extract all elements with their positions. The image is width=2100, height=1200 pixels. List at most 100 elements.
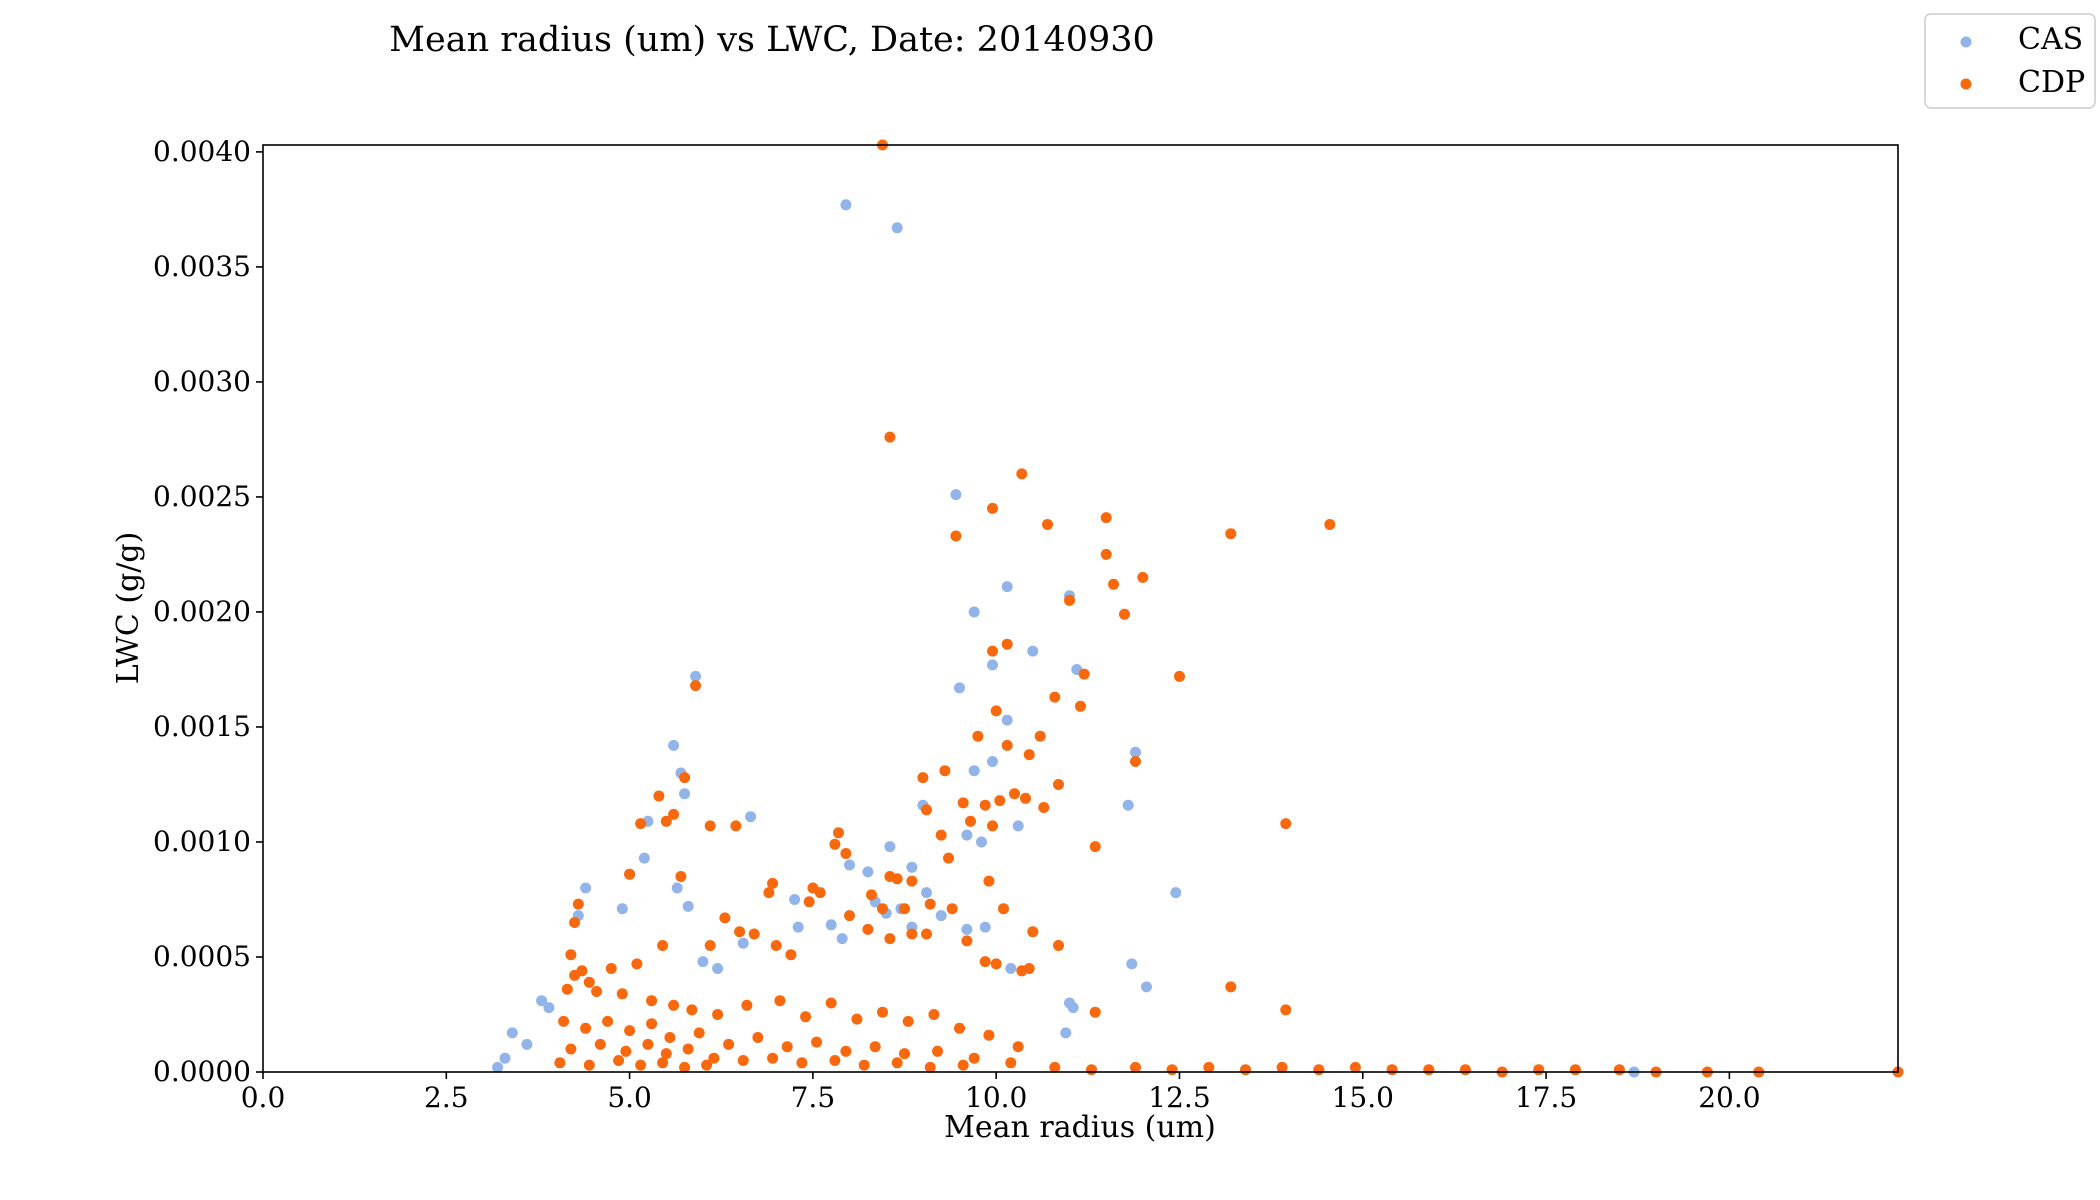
point-cdp: [1313, 1064, 1325, 1076]
point-cdp: [840, 848, 852, 859]
point-cas: [968, 606, 980, 618]
point-cdp: [704, 940, 716, 951]
point-cdp: [741, 999, 753, 1011]
point-cdp: [829, 1055, 841, 1066]
point-cdp: [1023, 749, 1035, 761]
point-cdp: [748, 928, 760, 940]
legend-marker-cas: [1960, 36, 1972, 48]
point-cdp: [869, 1041, 881, 1053]
point-cas: [906, 861, 918, 873]
point-cdp: [1280, 818, 1292, 830]
point-cdp: [902, 1015, 914, 1027]
point-cdp: [906, 875, 918, 887]
point-cdp: [664, 1032, 676, 1043]
point-cdp: [1012, 1041, 1024, 1053]
point-cdp: [957, 797, 969, 809]
point-cas: [506, 1027, 518, 1039]
point-cdp: [998, 903, 1009, 915]
point-cdp: [1423, 1064, 1435, 1076]
point-cas: [690, 670, 702, 682]
point-cas: [987, 756, 998, 767]
point-cas: [1141, 981, 1152, 993]
point-cdp: [646, 995, 658, 1007]
point-cdp: [613, 1055, 625, 1066]
point-cdp: [899, 1048, 910, 1060]
point-cdp: [1174, 670, 1185, 682]
point-cdp: [990, 958, 1002, 970]
y-tick-label: 0.0035: [153, 250, 251, 283]
point-cdp: [679, 1061, 691, 1073]
point-cdp: [712, 1009, 724, 1020]
point-cas: [1001, 581, 1013, 593]
point-cas: [1060, 1027, 1072, 1039]
x-tick-label: 12.5: [1148, 1081, 1210, 1114]
point-cas: [1001, 714, 1013, 726]
point-cas: [697, 956, 709, 968]
point-cdp: [825, 997, 837, 1009]
point-cas: [979, 921, 991, 933]
point-cdp: [1100, 512, 1112, 524]
point-cdp: [829, 838, 841, 850]
point-cdp: [657, 940, 669, 951]
point-cdp: [682, 1043, 694, 1055]
point-cas: [543, 1002, 555, 1014]
point-cas: [536, 995, 548, 1007]
point-cdp: [954, 1022, 965, 1034]
point-cdp: [774, 995, 786, 1007]
point-cas: [1027, 645, 1039, 657]
point-cdp: [1137, 571, 1149, 583]
point-cas: [891, 222, 903, 234]
x-tick-label: 5.0: [607, 1081, 652, 1114]
point-cdp: [1049, 1061, 1061, 1073]
y-tick-label: 0.0020: [153, 595, 251, 628]
point-cdp: [939, 765, 951, 777]
point-cdp: [946, 903, 958, 915]
x-tick-label: 20.0: [1698, 1081, 1760, 1114]
point-cdp: [1276, 1061, 1288, 1073]
point-cdp: [594, 1038, 606, 1050]
point-cdp: [1225, 528, 1237, 540]
point-cdp: [972, 730, 984, 742]
point-cdp: [877, 903, 888, 915]
point-cdp: [1042, 519, 1053, 530]
point-cdp: [635, 818, 647, 830]
legend-marker-cdp: [1960, 78, 1972, 90]
point-cas: [682, 900, 694, 912]
point-cas: [921, 887, 932, 899]
point-cas: [1130, 746, 1141, 758]
point-cdp: [580, 1022, 592, 1034]
point-cas: [1005, 963, 1017, 974]
point-cdp: [891, 1057, 903, 1069]
point-cdp: [1240, 1064, 1251, 1076]
point-cdp: [1569, 1064, 1581, 1076]
point-cdp: [1086, 1064, 1097, 1076]
legend: CAS CDP: [1924, 13, 2096, 109]
point-cdp: [1108, 578, 1119, 590]
point-cdp: [1089, 1006, 1101, 1018]
point-cdp: [906, 928, 918, 940]
legend-label-cdp: CDP: [2018, 65, 2085, 100]
point-cdp: [987, 645, 998, 657]
y-tick-label: 0.0030: [153, 365, 251, 398]
point-cdp: [723, 1038, 735, 1050]
point-cdp: [965, 815, 976, 827]
point-cdp: [1459, 1064, 1471, 1076]
point-cdp: [899, 903, 910, 915]
point-cdp: [616, 988, 628, 1000]
point-cdp: [620, 1045, 632, 1057]
point-cdp: [770, 940, 782, 951]
point-cdp: [569, 917, 581, 928]
point-cdp: [660, 1048, 672, 1060]
x-tick-label: 7.5: [791, 1081, 836, 1114]
point-cdp: [1280, 1004, 1292, 1016]
point-cas: [1126, 958, 1138, 970]
x-tick-label: 17.5: [1515, 1081, 1577, 1114]
point-cdp: [796, 1057, 808, 1069]
point-cdp: [734, 926, 746, 938]
point-cdp: [767, 877, 779, 889]
point-cas: [961, 923, 973, 935]
point-cdp: [983, 1029, 995, 1041]
point-cdp: [932, 1045, 943, 1057]
point-cdp: [1533, 1064, 1545, 1076]
